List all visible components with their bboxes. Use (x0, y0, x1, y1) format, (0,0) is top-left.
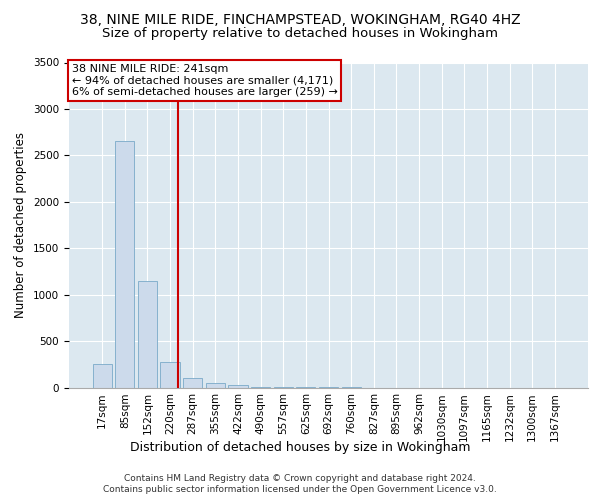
Bar (160, 362, 180, 388)
Bar (251, 386, 270, 388)
Bar (229, 384, 248, 388)
Bar (183, 378, 202, 388)
Text: Contains HM Land Registry data © Crown copyright and database right 2024.: Contains HM Land Registry data © Crown c… (124, 474, 476, 483)
Bar (138, 280, 157, 388)
Y-axis label: Number of detached properties: Number of detached properties (14, 132, 28, 318)
Text: Contains public sector information licensed under the Open Government Licence v3: Contains public sector information licen… (103, 485, 497, 494)
Text: Size of property relative to detached houses in Wokingham: Size of property relative to detached ho… (102, 28, 498, 40)
Bar (206, 383, 225, 388)
Bar (92, 364, 112, 388)
Bar (115, 142, 134, 388)
Text: Distribution of detached houses by size in Wokingham: Distribution of detached houses by size … (130, 441, 470, 454)
Text: 38 NINE MILE RIDE: 241sqm
← 94% of detached houses are smaller (4,171)
6% of sem: 38 NINE MILE RIDE: 241sqm ← 94% of detac… (71, 64, 337, 98)
Text: 38, NINE MILE RIDE, FINCHAMPSTEAD, WOKINGHAM, RG40 4HZ: 38, NINE MILE RIDE, FINCHAMPSTEAD, WOKIN… (80, 12, 520, 26)
